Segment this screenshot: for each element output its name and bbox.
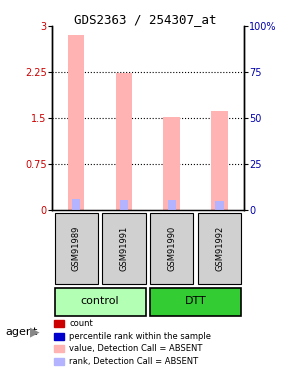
- Text: count: count: [69, 319, 93, 328]
- Bar: [211, 111, 228, 210]
- Text: control: control: [81, 296, 119, 306]
- Bar: [54, 358, 64, 365]
- Text: agent: agent: [6, 327, 38, 337]
- FancyBboxPatch shape: [150, 213, 193, 284]
- Text: GSM91992: GSM91992: [215, 225, 224, 270]
- Text: GSM91990: GSM91990: [167, 225, 176, 270]
- Text: DTT: DTT: [185, 296, 206, 306]
- Text: GSM91991: GSM91991: [119, 225, 128, 270]
- Text: value, Detection Call = ABSENT: value, Detection Call = ABSENT: [69, 344, 203, 353]
- Bar: [68, 36, 84, 210]
- Text: ▶: ▶: [30, 326, 40, 338]
- Bar: [168, 201, 176, 210]
- Text: GDS2363 / 254307_at: GDS2363 / 254307_at: [74, 13, 216, 26]
- FancyBboxPatch shape: [198, 213, 241, 284]
- FancyBboxPatch shape: [150, 288, 241, 316]
- Bar: [215, 201, 224, 210]
- Bar: [54, 320, 64, 327]
- Text: GSM91989: GSM91989: [72, 225, 81, 271]
- FancyBboxPatch shape: [102, 213, 146, 284]
- Bar: [54, 333, 64, 340]
- Bar: [116, 73, 132, 210]
- FancyBboxPatch shape: [55, 288, 146, 316]
- Text: percentile rank within the sample: percentile rank within the sample: [69, 332, 211, 340]
- Bar: [54, 345, 64, 352]
- Bar: [164, 117, 180, 210]
- Bar: [72, 199, 80, 210]
- FancyBboxPatch shape: [55, 213, 98, 284]
- Bar: [120, 200, 128, 210]
- Text: rank, Detection Call = ABSENT: rank, Detection Call = ABSENT: [69, 357, 199, 366]
